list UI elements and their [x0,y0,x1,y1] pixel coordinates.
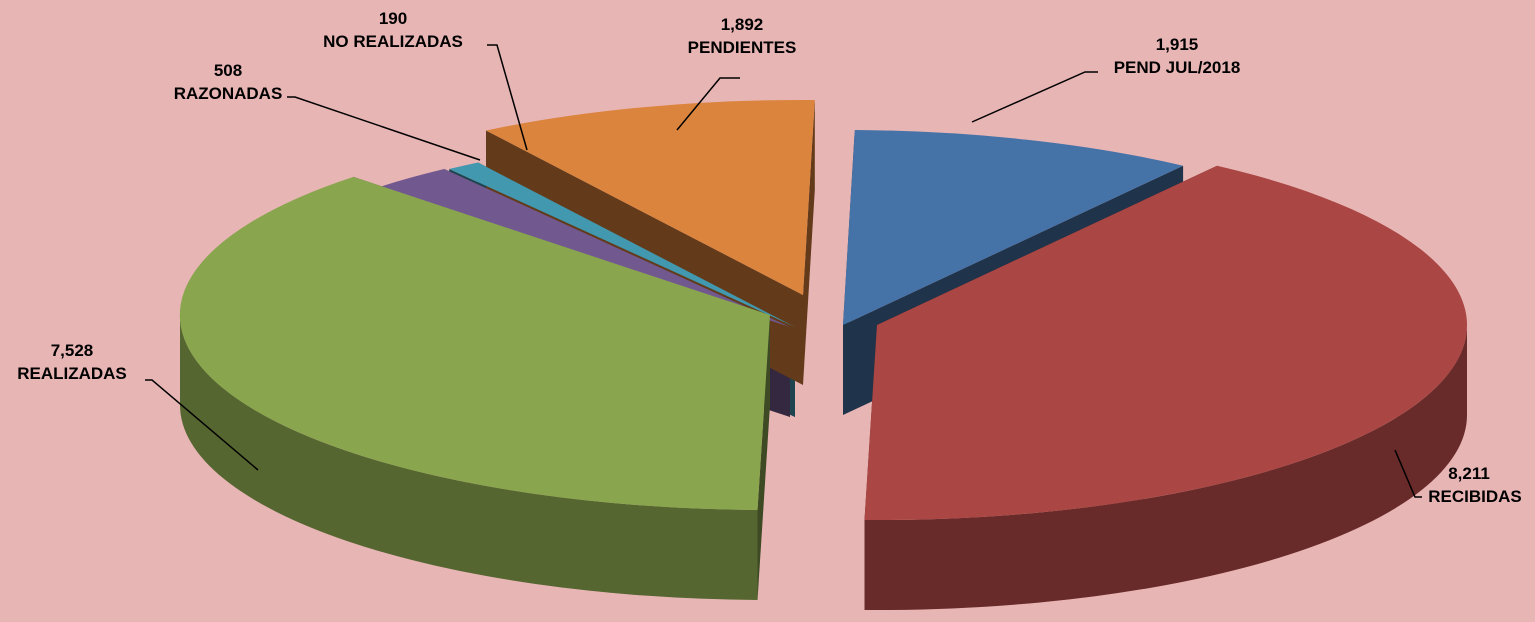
leader-line [1394,449,1422,498]
slice-category-label: NO REALIZADAS [323,32,463,51]
leader-line [487,44,528,151]
slice-category-label: PEND JUL/2018 [1114,58,1241,77]
pie-slice-pend-jul-2018 [843,130,1184,325]
slice-side-face [803,100,815,385]
pie-slice-recibidas [864,165,1468,521]
slice-outer-wall [864,325,1467,611]
slice-value-label: 7,528 [51,341,94,360]
leader-line [287,96,481,161]
slice-value-label: 190 [379,9,407,28]
pie-slice-no-realizadas [449,162,795,327]
pie-slice-pendientes [486,99,815,295]
slice-category-label: PENDIENTES [688,38,797,57]
slice-category-label: RAZONADAS [174,84,283,103]
slice-value-label: 1,892 [721,15,764,34]
slice-value-label: 1,915 [1156,35,1199,54]
pie-slice-realizadas [179,176,770,510]
slice-category-label: RECIBIDAS [1428,487,1522,506]
slice-value-label: 8,211 [1448,464,1490,483]
slice-category-label: REALIZADAS [17,364,127,383]
leader-line [145,379,259,471]
slice-value-label: 508 [214,61,242,80]
slice-outer-wall [179,315,758,600]
leader-line [676,77,740,131]
leader-line [971,71,1098,123]
